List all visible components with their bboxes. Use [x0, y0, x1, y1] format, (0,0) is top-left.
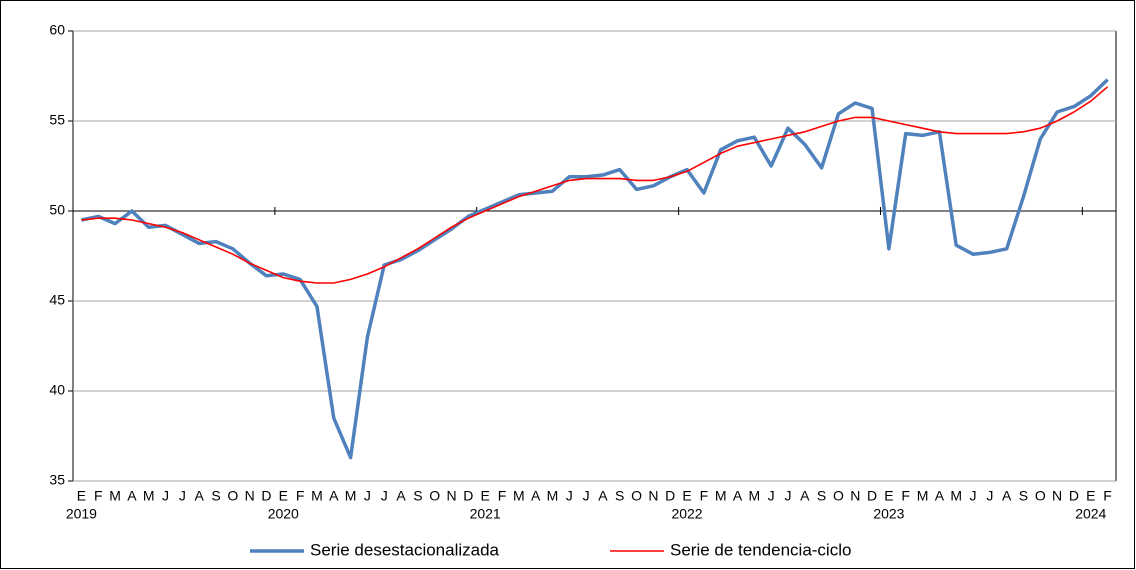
x-tick-label: N [1052, 488, 1062, 504]
x-tick-label: M [143, 488, 155, 504]
x-tick-label: A [1002, 488, 1012, 504]
x-tick-label: E [884, 488, 893, 504]
x-tick-label: A [396, 488, 406, 504]
x-tick-label: O [429, 488, 440, 504]
x-tick-label: J [566, 488, 573, 504]
x-tick-label: J [768, 488, 775, 504]
x-tick-label: J [970, 488, 977, 504]
x-tick-label: M [109, 488, 121, 504]
x-tick-label: O [833, 488, 844, 504]
y-tick-label: 45 [49, 292, 65, 308]
x-tick-label: A [329, 488, 339, 504]
x-tick-label: J [364, 488, 371, 504]
year-label: 2020 [268, 506, 299, 522]
y-tick-label: 60 [49, 22, 65, 38]
x-tick-label: N [648, 488, 658, 504]
x-tick-label: M [715, 488, 727, 504]
x-tick-label: F [901, 488, 910, 504]
year-label: 2021 [470, 506, 501, 522]
x-tick-label: F [1103, 488, 1112, 504]
x-tick-label: M [748, 488, 760, 504]
x-tick-label: S [211, 488, 220, 504]
x-tick-label: F [296, 488, 305, 504]
x-tick-label: A [598, 488, 608, 504]
x-tick-label: D [261, 488, 271, 504]
x-tick-label: J [986, 488, 993, 504]
x-tick-label: E [77, 488, 86, 504]
x-tick-label: J [784, 488, 791, 504]
x-tick-label: A [935, 488, 945, 504]
x-tick-label: S [413, 488, 422, 504]
year-label: 2019 [66, 506, 97, 522]
x-tick-label: J [583, 488, 590, 504]
x-tick-label: N [245, 488, 255, 504]
x-tick-label: D [665, 488, 675, 504]
x-tick-label: M [547, 488, 559, 504]
x-tick-label: E [279, 488, 288, 504]
x-tick-label: O [1035, 488, 1046, 504]
x-tick-label: A [127, 488, 137, 504]
x-tick-label: M [311, 488, 323, 504]
year-label: 2022 [671, 506, 702, 522]
x-tick-label: A [800, 488, 810, 504]
year-label: 2023 [873, 506, 904, 522]
x-tick-label: D [1069, 488, 1079, 504]
x-tick-label: S [1019, 488, 1028, 504]
x-tick-label: F [700, 488, 709, 504]
x-tick-label: M [345, 488, 357, 504]
x-tick-label: A [194, 488, 204, 504]
legend-label: Serie de tendencia-ciclo [670, 540, 851, 559]
x-tick-label: N [850, 488, 860, 504]
y-tick-label: 55 [49, 112, 65, 128]
x-tick-label: J [381, 488, 388, 504]
x-tick-label: O [631, 488, 642, 504]
x-tick-label: S [615, 488, 624, 504]
x-tick-label: A [531, 488, 541, 504]
x-tick-label: J [179, 488, 186, 504]
x-tick-label: S [817, 488, 826, 504]
x-tick-label: O [227, 488, 238, 504]
year-label: 2024 [1075, 506, 1106, 522]
series-line [81, 86, 1109, 284]
x-tick-label: F [498, 488, 507, 504]
x-tick-label: E [480, 488, 489, 504]
x-tick-label: M [950, 488, 962, 504]
y-tick-label: 50 [49, 202, 65, 218]
series-line [81, 78, 1109, 460]
x-tick-label: A [733, 488, 743, 504]
x-tick-label: M [513, 488, 525, 504]
x-tick-label: D [867, 488, 877, 504]
x-tick-label: F [94, 488, 103, 504]
x-tick-label: D [463, 488, 473, 504]
x-tick-label: E [1086, 488, 1095, 504]
x-tick-label: N [446, 488, 456, 504]
x-tick-label: M [917, 488, 929, 504]
legend-label: Serie desestacionalizada [310, 540, 500, 559]
y-tick-label: 35 [49, 472, 65, 488]
x-tick-label: J [162, 488, 169, 504]
y-tick-label: 40 [49, 382, 65, 398]
x-tick-label: E [682, 488, 691, 504]
